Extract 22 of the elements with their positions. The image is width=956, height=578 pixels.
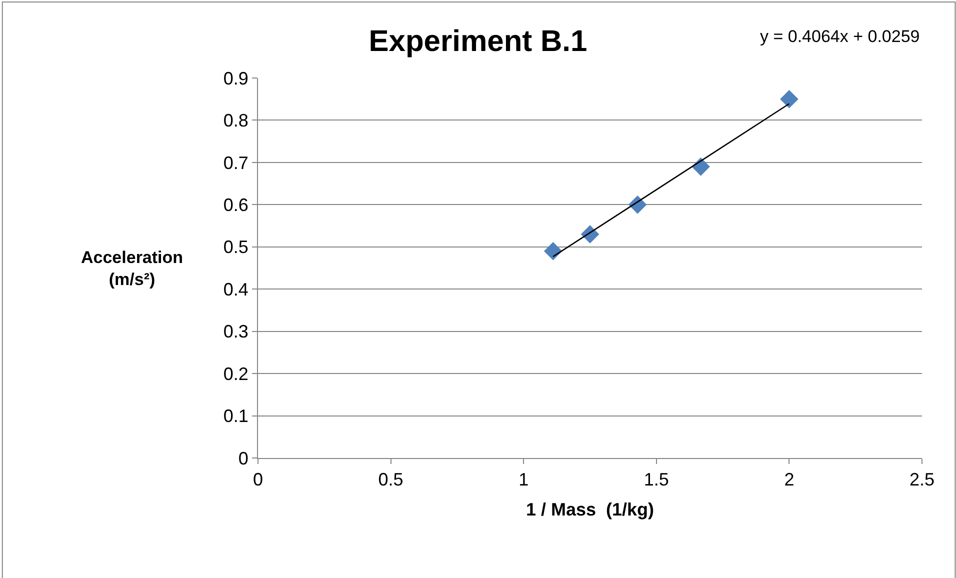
y-tick-label: 0.6 [223,194,248,215]
y-axis-title: Acceleration (m/s²) [81,248,184,290]
y-tick-label: 0.9 [223,68,248,88]
point [780,90,798,108]
y-tick-label: 0.1 [223,406,248,426]
x-tick-label: 0 [252,470,264,490]
y-tick-label: 0.2 [223,364,248,384]
chart-title: Experiment B.1 [368,24,588,58]
y-tick-label: 0.7 [223,152,248,173]
y-tick-label: 0 [238,448,248,468]
x-tick-label: 1.5 [644,470,669,490]
y-tick-label: 0.4 [223,279,248,300]
x-axis-title: 1 / Mass (1/kg) [526,500,654,520]
x-tick-label: 0.5 [378,470,404,490]
text: y = 0.4064x + 0.0259 [760,27,920,46]
x-tick-label: 2 [784,470,794,490]
y-tick-label: 0.3 [223,322,248,342]
y-tick-label: 0.8 [223,110,248,131]
point [544,242,562,260]
y-tick-label: 0.5 [223,237,248,258]
x-tick-label: 1 [518,470,529,490]
x-tick-label: 2.5 [909,470,935,490]
